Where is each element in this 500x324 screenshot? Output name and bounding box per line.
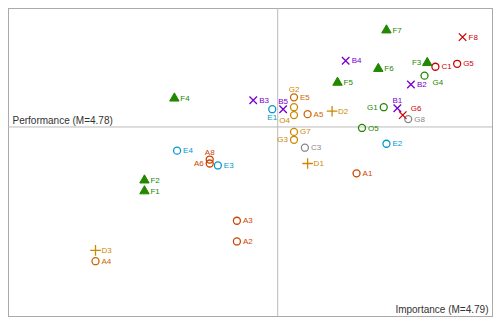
svg-text:F3: F3	[412, 58, 422, 67]
svg-text:A8: A8	[205, 148, 215, 157]
svg-text:G6: G6	[411, 104, 422, 113]
svg-text:Performance (M=4.78): Performance (M=4.78)	[13, 115, 113, 126]
svg-text:D1: D1	[314, 159, 325, 168]
svg-text:G1: G1	[367, 103, 378, 112]
svg-text:O4: O4	[279, 116, 290, 125]
svg-text:E2: E2	[392, 139, 402, 148]
svg-text:C1: C1	[441, 62, 452, 71]
svg-text:F5: F5	[344, 78, 354, 87]
svg-text:E1: E1	[267, 113, 277, 122]
svg-text:F7: F7	[392, 26, 402, 35]
svg-text:A2: A2	[243, 237, 253, 246]
svg-text:F6: F6	[384, 64, 394, 73]
svg-text:E4: E4	[183, 146, 193, 155]
svg-text:G3: G3	[277, 135, 288, 144]
svg-text:G7: G7	[300, 127, 311, 136]
svg-text:C3: C3	[311, 143, 322, 152]
svg-text:Importance (M=4.79): Importance (M=4.79)	[395, 304, 488, 315]
svg-text:G4: G4	[433, 78, 444, 87]
svg-text:E5: E5	[300, 93, 310, 102]
svg-text:A5: A5	[314, 110, 324, 119]
svg-text:D2: D2	[338, 107, 349, 116]
svg-text:B1: B1	[392, 96, 402, 105]
svg-text:B5: B5	[278, 97, 288, 106]
svg-text:B3: B3	[259, 96, 269, 105]
svg-text:A3: A3	[243, 216, 253, 225]
svg-text:O5: O5	[368, 124, 379, 133]
svg-text:B4: B4	[352, 56, 362, 65]
svg-text:D3: D3	[102, 246, 113, 255]
svg-text:A1: A1	[363, 169, 373, 178]
svg-text:G8: G8	[414, 115, 425, 124]
svg-text:E3: E3	[224, 161, 234, 170]
svg-text:G2: G2	[289, 85, 300, 94]
svg-text:F8: F8	[469, 33, 479, 42]
svg-text:A6: A6	[194, 159, 204, 168]
svg-text:F2: F2	[150, 176, 160, 185]
svg-text:F4: F4	[180, 94, 190, 103]
svg-text:B2: B2	[417, 80, 427, 89]
svg-text:A4: A4	[102, 257, 112, 266]
svg-text:G5: G5	[463, 59, 474, 68]
svg-text:F1: F1	[150, 187, 160, 196]
